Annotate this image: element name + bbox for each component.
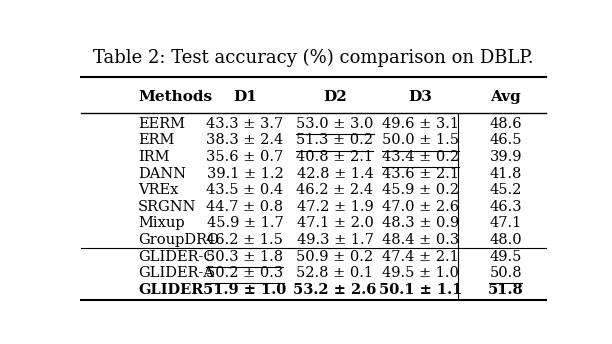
Text: GLIDER-A: GLIDER-A xyxy=(138,266,214,280)
Text: 42.8 ± 1.4: 42.8 ± 1.4 xyxy=(297,166,373,181)
Text: 49.5 ± 1.0: 49.5 ± 1.0 xyxy=(382,266,459,280)
Text: 39.1 ± 1.2: 39.1 ± 1.2 xyxy=(206,166,283,181)
Text: 39.9: 39.9 xyxy=(490,150,522,164)
Text: 44.7 ± 0.8: 44.7 ± 0.8 xyxy=(206,200,283,214)
Text: GLIDER: GLIDER xyxy=(138,283,204,297)
Text: IRM: IRM xyxy=(138,150,170,164)
Text: ERM: ERM xyxy=(138,133,174,147)
Text: Table 2: Test accuracy (%) comparison on DBLP.: Table 2: Test accuracy (%) comparison on… xyxy=(94,49,534,67)
Text: D2: D2 xyxy=(323,90,347,104)
Text: Avg: Avg xyxy=(490,90,521,104)
Text: GroupDRO: GroupDRO xyxy=(138,233,219,247)
Text: 47.1 ± 2.0: 47.1 ± 2.0 xyxy=(297,216,373,230)
Text: 47.0 ± 2.6: 47.0 ± 2.6 xyxy=(382,200,459,214)
Text: 50.0 ± 1.5: 50.0 ± 1.5 xyxy=(382,133,459,147)
Text: 51.8: 51.8 xyxy=(488,283,523,297)
Text: 43.3 ± 3.7: 43.3 ± 3.7 xyxy=(206,117,283,131)
Text: 50.2 ± 0.3: 50.2 ± 0.3 xyxy=(206,266,283,280)
Text: 50.1 ± 1.1: 50.1 ± 1.1 xyxy=(379,283,462,297)
Text: Methods: Methods xyxy=(138,90,212,104)
Text: 48.6: 48.6 xyxy=(490,117,522,131)
Text: 46.2 ± 1.5: 46.2 ± 1.5 xyxy=(206,233,283,247)
Text: 49.6 ± 3.1: 49.6 ± 3.1 xyxy=(382,117,459,131)
Text: DANN: DANN xyxy=(138,166,186,181)
Text: 50.9 ± 0.2: 50.9 ± 0.2 xyxy=(296,250,373,264)
Text: 45.2: 45.2 xyxy=(490,183,522,197)
Text: 51.3 ± 0.2: 51.3 ± 0.2 xyxy=(296,133,373,147)
Text: 49.5: 49.5 xyxy=(490,250,522,264)
Text: 46.2 ± 2.4: 46.2 ± 2.4 xyxy=(296,183,373,197)
Text: 46.5: 46.5 xyxy=(490,133,522,147)
Text: 48.4 ± 0.3: 48.4 ± 0.3 xyxy=(382,233,459,247)
Text: 45.9 ± 0.2: 45.9 ± 0.2 xyxy=(382,183,459,197)
Text: 43.5 ± 0.4: 43.5 ± 0.4 xyxy=(206,183,283,197)
Text: 51.9 ± 1.0: 51.9 ± 1.0 xyxy=(203,283,286,297)
Text: GLIDER-C: GLIDER-C xyxy=(138,250,215,264)
Text: 50.8: 50.8 xyxy=(490,266,522,280)
Text: 45.9 ± 1.7: 45.9 ± 1.7 xyxy=(206,216,283,230)
Text: 48.0: 48.0 xyxy=(490,233,522,247)
Text: 47.2 ± 1.9: 47.2 ± 1.9 xyxy=(297,200,373,214)
Text: 52.8 ± 0.1: 52.8 ± 0.1 xyxy=(296,266,373,280)
Text: 53.2 ± 2.6: 53.2 ± 2.6 xyxy=(293,283,376,297)
Text: 47.4 ± 2.1: 47.4 ± 2.1 xyxy=(382,250,459,264)
Text: 35.6 ± 0.7: 35.6 ± 0.7 xyxy=(206,150,283,164)
Text: D1: D1 xyxy=(233,90,257,104)
Text: 49.3 ± 1.7: 49.3 ± 1.7 xyxy=(297,233,373,247)
Text: 47.1: 47.1 xyxy=(490,216,522,230)
Text: 40.8 ± 2.1: 40.8 ± 2.1 xyxy=(296,150,373,164)
Text: SRGNN: SRGNN xyxy=(138,200,196,214)
Text: 38.3 ± 2.4: 38.3 ± 2.4 xyxy=(206,133,283,147)
Text: 50.3 ± 1.8: 50.3 ± 1.8 xyxy=(206,250,283,264)
Text: 41.8: 41.8 xyxy=(490,166,522,181)
Text: VREx: VREx xyxy=(138,183,179,197)
Text: D3: D3 xyxy=(408,90,432,104)
Text: EERM: EERM xyxy=(138,117,185,131)
Text: 43.6 ± 2.1: 43.6 ± 2.1 xyxy=(382,166,459,181)
Text: 43.4 ± 0.2: 43.4 ± 0.2 xyxy=(382,150,459,164)
Text: 46.3: 46.3 xyxy=(490,200,522,214)
Text: Mixup: Mixup xyxy=(138,216,185,230)
Text: 53.0 ± 3.0: 53.0 ± 3.0 xyxy=(296,117,374,131)
Text: 48.3 ± 0.9: 48.3 ± 0.9 xyxy=(382,216,459,230)
